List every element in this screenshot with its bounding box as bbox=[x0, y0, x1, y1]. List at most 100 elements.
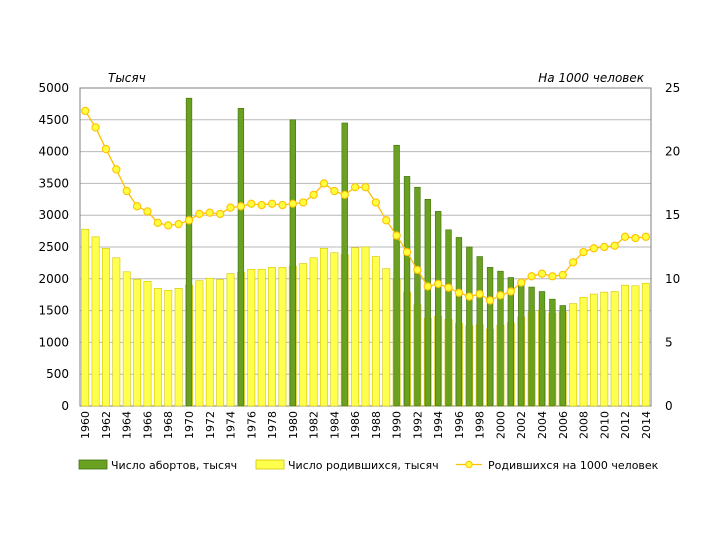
births-bar bbox=[579, 296, 588, 407]
x-tick-label: 1978 bbox=[266, 411, 279, 439]
birth-rate-point bbox=[444, 283, 453, 292]
left-y-tick-label: 3000 bbox=[38, 208, 69, 222]
abortions-bar bbox=[507, 277, 515, 407]
legend: Число абортов, тысяч Число родившихся, т… bbox=[78, 459, 659, 472]
birth-rate-point bbox=[267, 199, 277, 208]
birth-rate-point bbox=[600, 242, 609, 252]
x-tick-label: 1972 bbox=[204, 411, 217, 439]
birth-rate-point bbox=[205, 208, 214, 217]
birth-rate-point bbox=[548, 272, 557, 281]
births-bar bbox=[164, 289, 173, 407]
birth-rate-point bbox=[527, 272, 536, 281]
x-tick-label: 2006 bbox=[557, 411, 570, 439]
birth-rate-point bbox=[299, 198, 308, 207]
left-axis-unit: Тысяч bbox=[108, 71, 146, 85]
x-tick-label: 1976 bbox=[245, 411, 258, 439]
births-bar bbox=[631, 285, 640, 407]
births-bar bbox=[216, 279, 225, 407]
left-y-tick-label: 5000 bbox=[38, 81, 69, 95]
birth-rate-point bbox=[278, 200, 287, 210]
x-tick-label: 1984 bbox=[328, 411, 341, 439]
birth-rate-point bbox=[402, 247, 412, 257]
abortions-bar bbox=[185, 97, 193, 407]
births-bar bbox=[309, 257, 318, 407]
x-tick-label: 2014 bbox=[640, 411, 653, 439]
birth-rate-point bbox=[496, 291, 505, 300]
x-tick-label: 2008 bbox=[578, 411, 591, 439]
right-y-tick-label: 0 bbox=[665, 399, 673, 413]
birth-rate-point bbox=[319, 179, 329, 188]
x-tick-label: 1992 bbox=[411, 411, 424, 439]
births-bar bbox=[382, 268, 391, 407]
birth-rate-point bbox=[174, 219, 183, 229]
abortions-bar bbox=[528, 286, 535, 407]
left-y-tick-label: 0 bbox=[61, 399, 69, 413]
legend-swatch-abortions bbox=[78, 459, 108, 470]
abortions-bar bbox=[466, 246, 473, 407]
abortions-bar bbox=[538, 291, 546, 407]
birth-rate-point bbox=[610, 241, 619, 250]
legend-label-abortions: Число абортов, тысяч bbox=[111, 459, 237, 472]
left-y-tick-label: 4000 bbox=[38, 145, 69, 159]
legend-label-births: Число родившихся, тысяч bbox=[288, 459, 439, 472]
right-y-tick-label: 10 bbox=[665, 272, 680, 286]
birth-rate-point bbox=[288, 199, 297, 208]
left-y-tick-label: 2000 bbox=[38, 272, 69, 286]
left-y-tick-label: 2500 bbox=[38, 240, 69, 254]
legend-swatch-births bbox=[255, 459, 285, 470]
births-bar bbox=[247, 268, 256, 407]
left-y-tick-label: 4500 bbox=[38, 113, 69, 127]
x-tick-label: 2010 bbox=[598, 411, 611, 439]
births-bar bbox=[102, 247, 110, 407]
births-bar bbox=[112, 257, 121, 407]
abortions-bar bbox=[403, 176, 411, 407]
birth-rate-point bbox=[371, 198, 381, 207]
births-bar bbox=[278, 267, 287, 407]
births-bar bbox=[205, 277, 214, 407]
x-tick-label: 2012 bbox=[619, 411, 632, 439]
abortions-bar bbox=[497, 270, 504, 407]
births-bar bbox=[122, 271, 131, 407]
abortions-bar bbox=[289, 119, 296, 407]
birth-rate-point bbox=[309, 190, 318, 199]
births-bar bbox=[81, 228, 90, 407]
left-y-tick-label: 500 bbox=[46, 367, 69, 381]
birth-rate-point bbox=[361, 183, 370, 192]
left-axis-ticks: 0 500 1000 1500 2000 2500 3000 3500 4000 4500 5000 bbox=[38, 81, 69, 413]
birth-rate-point bbox=[143, 207, 152, 216]
births-bar bbox=[153, 288, 162, 407]
x-tick-label: 1966 bbox=[141, 411, 154, 439]
abortions-bar bbox=[341, 122, 348, 407]
birth-rate-point bbox=[475, 289, 484, 299]
births-bar bbox=[257, 268, 266, 407]
birth-rate-point bbox=[589, 244, 599, 253]
births-bar bbox=[641, 282, 650, 407]
birth-rate-point bbox=[350, 183, 360, 192]
abortions-bar bbox=[424, 199, 431, 407]
abortions-bar bbox=[445, 229, 452, 407]
x-tick-label: 1980 bbox=[287, 411, 300, 439]
births-bar bbox=[320, 247, 328, 407]
birth-rate-point bbox=[91, 123, 100, 132]
right-y-tick-label: 25 bbox=[665, 81, 680, 95]
birth-rate-point bbox=[485, 296, 495, 305]
births-bar bbox=[91, 236, 100, 407]
x-tick-label: 1998 bbox=[474, 411, 487, 439]
x-tick-label: 2004 bbox=[536, 411, 549, 439]
legend-swatch-birth-rate-marker bbox=[465, 460, 473, 469]
x-tick-label: 1964 bbox=[121, 411, 134, 439]
birth-rate-point bbox=[247, 199, 256, 208]
birth-rate-point bbox=[257, 200, 266, 210]
births-bar bbox=[589, 293, 598, 407]
left-y-tick-label: 1000 bbox=[38, 335, 69, 349]
abortions-bar bbox=[393, 144, 400, 407]
abortions-bar bbox=[486, 267, 494, 407]
birth-rate-point bbox=[641, 232, 650, 241]
birth-rate-point bbox=[330, 186, 339, 196]
birth-rate-point bbox=[216, 209, 225, 219]
birth-rate-point bbox=[434, 279, 443, 289]
birth-rate-point bbox=[132, 202, 142, 211]
birth-rate-point bbox=[579, 247, 588, 257]
birth-rate-point bbox=[236, 202, 246, 211]
